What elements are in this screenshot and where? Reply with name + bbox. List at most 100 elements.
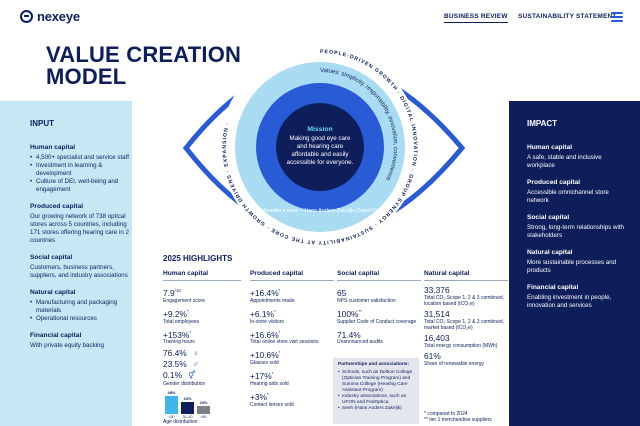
highlights-social-column: Social capital 65 NPS customer satisfact… xyxy=(337,270,421,348)
list-item: Manufacturing and packaging materials xyxy=(30,299,132,315)
column-heading: Human capital xyxy=(163,270,241,281)
impact-natural-title: Natural capital xyxy=(527,249,573,256)
stat-label: In-store visitors xyxy=(250,318,284,325)
input-human-title: Human capital xyxy=(30,144,76,151)
highlights-produced-column: Produced capital +16.4%* Appointments ma… xyxy=(250,270,334,411)
stat-value: +153% xyxy=(163,329,190,340)
stat-label: NPS customer satisfaction xyxy=(337,297,396,304)
page-title-line-1: VALUE CREATION xyxy=(46,42,242,67)
stat-label: Contact lenses sold xyxy=(250,401,294,408)
list-item: 4,500+ specialist and service staff xyxy=(30,154,132,162)
mission-block: Mission Making good eye care and hearing… xyxy=(284,126,356,167)
stat-label: Appointments made xyxy=(250,297,295,304)
impact-social-title: Social capital xyxy=(527,214,570,221)
stat-label: Share of renewable energy xyxy=(424,361,485,367)
stat: +17%* Hearing aids sold xyxy=(250,369,334,387)
stat-value: +17% xyxy=(250,370,272,381)
stat-value: +6.1% xyxy=(250,308,274,319)
footnotes: * compared to 2024 ** tier 1 merchandise… xyxy=(424,411,492,423)
female-icon: ♀ xyxy=(192,349,199,359)
stat: 65 NPS customer satisfaction xyxy=(337,286,421,304)
list-item: Seeh (Hans Anders Zakeljk) xyxy=(338,406,414,412)
stat-value: 100% xyxy=(337,308,359,319)
impact-financial-text: Enabling investment in people, innovatio… xyxy=(527,294,612,309)
stat-sup: * xyxy=(273,308,276,314)
list-item: Schools, such as Deltion College (Optici… xyxy=(338,370,414,394)
stat: +16.6%* Total online store visit session… xyxy=(250,328,334,346)
mission-text: Making good eye care and hearing care af… xyxy=(286,135,354,166)
stat-sup: ** xyxy=(358,308,362,314)
stat-value: 31,514 xyxy=(424,309,450,319)
impact-title: IMPACT xyxy=(527,119,558,128)
stat-label: Glasses sold xyxy=(250,360,279,367)
stat-sup: * xyxy=(271,371,274,377)
age-pct-label: 20% xyxy=(199,400,208,406)
page-title: VALUE CREATION MODEL xyxy=(46,44,266,88)
partnerships-title: Partnerships and associations: xyxy=(338,362,410,367)
stat: 7.9/10 Engagement score xyxy=(163,286,241,304)
page-title-line-2: MODEL xyxy=(46,64,127,89)
logo-eye-icon xyxy=(20,10,33,23)
input-produced-text: Our growing network of 738 optical store… xyxy=(30,213,129,244)
stat-value: +3% xyxy=(250,391,267,402)
list-item: Investment in learning & development xyxy=(30,162,132,178)
footnote: ** tier 1 merchandise suppliers xyxy=(424,417,492,423)
list-item: Culture of DEI, well-being and engagemen… xyxy=(30,178,132,194)
stat-value: 7.9 xyxy=(163,287,175,298)
age-group-label: >50 xyxy=(200,415,207,420)
stat: 31,514 Total CO₂ Scope 1, 2 & 3 combined… xyxy=(424,309,508,332)
partnerships-list: Schools, such as Deltion College (Optici… xyxy=(338,370,414,412)
stat-label: Engagement score xyxy=(163,297,205,304)
brand-logo[interactable]: nexeye xyxy=(20,9,80,24)
stat-label: Hearing aids sold xyxy=(250,380,289,387)
stat: +3%* Contact lenses sold xyxy=(250,390,334,408)
impact-natural-text: More sustainable processes and products xyxy=(527,259,617,274)
gender-value: 23.5% xyxy=(163,359,187,370)
impact-social-text: Strong, long-term relationships with sta… xyxy=(527,224,624,239)
age-group-label: 30–50 xyxy=(182,415,193,420)
list-item: Operational resources xyxy=(30,315,132,323)
impact-human-title: Human capital xyxy=(527,144,573,151)
impact-financial-title: Financial capital xyxy=(527,284,579,291)
nav-sustainability-statement[interactable]: SUSTAINABILITY STATEMENT xyxy=(518,13,617,20)
stat-value: 71.4% xyxy=(337,329,361,340)
list-item: Industry associations, such as UFON and … xyxy=(338,394,414,406)
stat: +10.6%* Glasses sold xyxy=(250,348,334,366)
stat: 61% Share of renewable energy xyxy=(424,351,508,368)
stat-sup: * xyxy=(278,350,281,356)
impact-produced-title: Produced capital xyxy=(527,179,581,186)
male-icon: ♂ xyxy=(192,360,199,370)
stat-label: Total CO₂ Scope 1, 2 & 3 combined, marke… xyxy=(424,319,505,331)
founder-text: Our founder's eyes – Hans Anders Zakeljk… xyxy=(253,208,387,214)
nonbinary-icon: ⚥ xyxy=(188,371,196,381)
stat-label: Unannounced audits xyxy=(337,339,383,346)
highlights-title: 2025 HIGHLIGHTS xyxy=(163,254,233,263)
age-label: Age distribution xyxy=(163,419,198,426)
stat-value: 16,403 xyxy=(424,333,450,343)
stat-value: +16.4% xyxy=(250,287,279,298)
stat: 33,376 Total CO₂ Scope 1, 2 & 3 combined… xyxy=(424,286,508,308)
partnerships-box: Partnerships and associations: Schools, … xyxy=(333,358,419,424)
input-social-title: Social capital xyxy=(30,254,73,261)
hamburger-menu-icon[interactable] xyxy=(611,12,623,22)
stat-label: Total energy consumption (MWh) xyxy=(424,343,498,349)
age-bar xyxy=(197,406,210,415)
impact-human-text: A safe, stable and inclusive workplace xyxy=(527,154,602,169)
input-financial-title: Financial capital xyxy=(30,332,82,339)
nav-business-review[interactable]: BUSINESS REVIEW xyxy=(444,13,508,23)
gender-row-male: 23.5% ♂ xyxy=(163,359,241,370)
column-heading: Social capital xyxy=(337,270,421,281)
input-natural-list: Manufacturing and packaging materials Op… xyxy=(30,299,132,323)
stat-label: Total CO₂ Scope 1, 2 & 3 combined, locat… xyxy=(424,295,505,307)
input-title: INPUT xyxy=(30,119,54,128)
stat: 100%** Supplier Code of Conduct coverage xyxy=(337,307,421,325)
stat-value: 61% xyxy=(424,351,441,361)
stat-value: +10.6% xyxy=(250,350,279,361)
input-financial-text: With private equity backing xyxy=(30,342,104,349)
stat-sup: * xyxy=(186,308,189,314)
age-pct-label: 48% xyxy=(167,390,176,396)
stat: 16,403 Total energy consumption (MWh) xyxy=(424,333,508,350)
age-bar xyxy=(181,402,194,415)
age-distribution-chart: 48% <30 33% 30–50 20% >50 xyxy=(163,390,241,420)
